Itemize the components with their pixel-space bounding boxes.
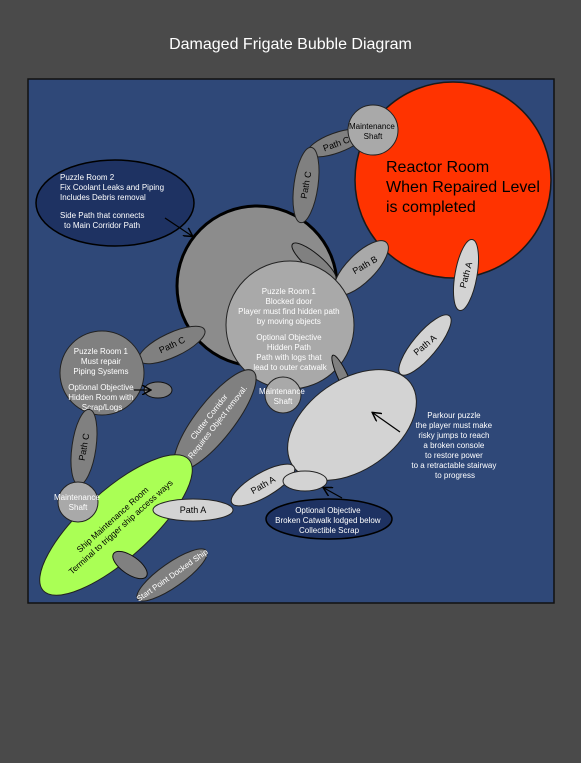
reactor-room-bubble [354,81,552,279]
start-connector [112,550,148,580]
puzzle-room-2-info-label: Puzzle Room 2 Fix Coolant Leaks and Pipi… [60,173,166,230]
path-c-left: Path C [138,325,206,365]
path-a-bottom: Path A [152,498,234,522]
path-a-lower: Path A [230,463,296,507]
optional-catwalk-info [265,498,393,540]
puzzle-room-2-info [35,159,195,247]
optional-catwalk-info-label: Optional Objective Broken Catwalk lodged… [275,506,383,535]
maintenance-shaft-left [57,481,99,523]
path-b: Path B [333,240,389,296]
arrow-puzzle-room-2 [164,217,192,236]
svg-text:Path C: Path C [77,432,92,461]
path-a-mid: Path A [398,314,452,376]
arrow-parkour [373,413,401,433]
maintenance-shaft-left-label: Maintenance Shaft [54,493,102,512]
parkour-puzzle-label: Parkour puzzle the player must make risk… [411,411,498,480]
reactor-room-label: Reactor Room When Repaired Level is comp… [386,159,544,216]
diagram-title: Damaged Frigate Bubble Diagram [169,36,412,53]
puzzle-room-1-left-label: Puzzle Room 1 Must repair Piping Systems… [68,347,136,412]
maintenance-shaft-top-label: Maintenance Shaft [349,122,397,141]
arrow-catwalk [324,488,343,499]
path-c-vertical: Path C [292,146,320,224]
maintenance-shaft-mid [264,376,302,414]
puzzle-room-1-center-label: Puzzle Room 1 Blocked door Player must f… [238,287,342,372]
maintenance-shaft-mid-label: Maintenance Shaft [259,387,307,406]
broken-catwalk-bubble [282,470,328,492]
path-a-right: Path A [452,238,480,312]
svg-text:Path C: Path C [299,170,314,199]
puzzle-room-1-left [59,330,145,416]
maintenance-shaft-top [347,104,399,156]
svg-text:Path A: Path A [180,505,207,515]
